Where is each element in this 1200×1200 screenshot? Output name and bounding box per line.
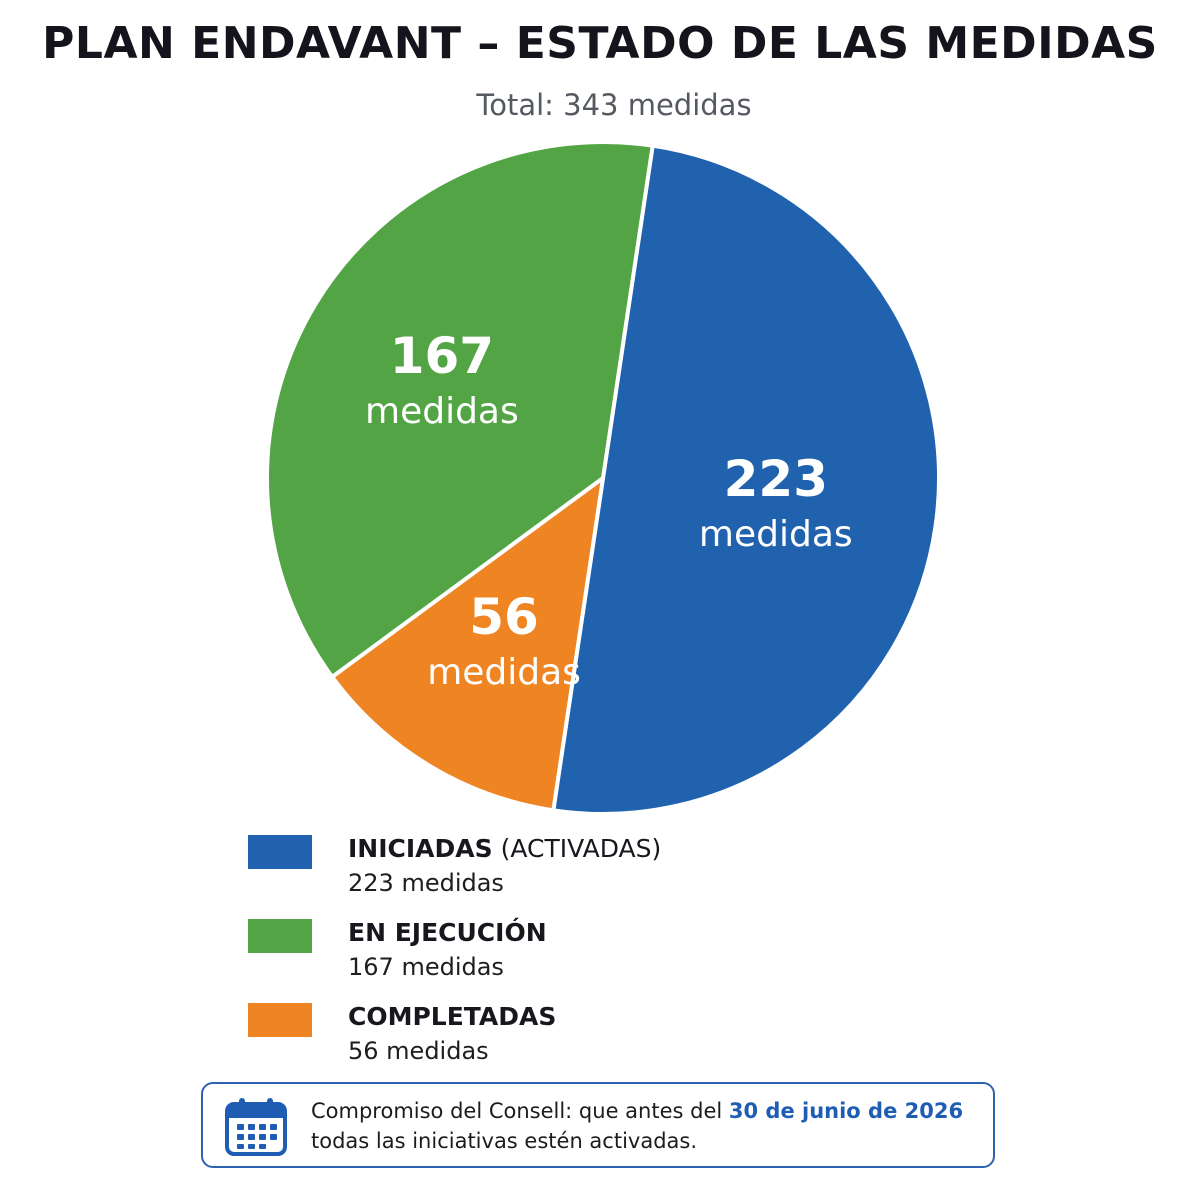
slice-label-ejecucion: 167 medidas [365,327,519,432]
note-line-2: todas las iniciativas estén activadas. [311,1129,698,1153]
legend-item-iniciadas: INICIADAS (ACTIVADAS) 223 medidas [248,832,848,916]
legend-qualifier-iniciadas: (ACTIVADAS) [492,834,662,863]
slice-unit-iniciadas: medidas [699,514,853,555]
legend-swatch-iniciadas [248,835,312,869]
chart-title: PLAN ENDAVANT – ESTADO DE LAS MEDIDAS [42,18,1158,69]
legend-label-iniciadas: INICIADAS [348,834,493,863]
calendar-icon [225,1098,287,1156]
slice-label-iniciadas: 223 medidas [699,450,853,555]
commitment-note: Compromiso del Consell: que antes del 30… [201,1082,995,1168]
legend-name-ejecucion: EN EJECUCIÓN [348,916,547,950]
slice-label-completadas: 56 medidas [427,588,581,693]
legend-swatch-ejecucion [248,919,312,953]
slice-value-completadas: 56 [469,588,539,646]
pie-slice-iniciadas [551,143,941,816]
slice-unit-ejecucion: medidas [365,391,519,432]
pie-slice-completadas [330,476,605,813]
legend-value-completadas: 56 medidas [348,1037,489,1065]
slice-value-ejecucion: 167 [390,327,494,385]
pie-chart: 223 medidas 56 medidas 167 medidas [265,140,941,816]
slice-value-iniciadas: 223 [724,450,828,508]
legend-label-ejecucion: EN EJECUCIÓN [348,918,547,947]
note-line-1: Compromiso del Consell: que antes del 30… [311,1096,963,1126]
note-text: Compromiso del Consell: que antes del 30… [311,1096,963,1156]
legend-name-iniciadas: INICIADAS (ACTIVADAS) [348,832,661,866]
legend: INICIADAS (ACTIVADAS) 223 medidas EN EJE… [248,832,848,1084]
note-line-1-prefix: Compromiso del Consell: que antes del [311,1099,729,1123]
slice-unit-completadas: medidas [427,652,581,693]
legend-value-iniciadas: 223 medidas [348,869,504,897]
legend-item-ejecucion: EN EJECUCIÓN 167 medidas [248,916,848,1000]
chart-subtitle: Total: 343 medidas [476,88,752,122]
pie-slice-ejecucion [265,140,655,679]
legend-value-ejecucion: 167 medidas [348,953,504,981]
legend-item-completadas: COMPLETADAS 56 medidas [248,1000,848,1084]
note-deadline-date: 30 de junio de 2026 [728,1099,964,1123]
legend-label-completadas: COMPLETADAS [348,1002,557,1031]
legend-swatch-completadas [248,1003,312,1037]
legend-name-completadas: COMPLETADAS [348,1000,556,1034]
